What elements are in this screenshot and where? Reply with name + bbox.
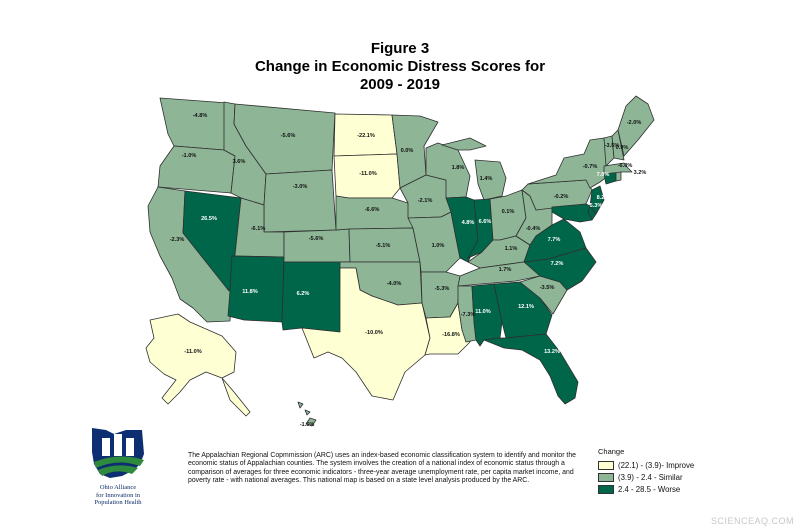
state-label-wa: -4.8% — [193, 113, 208, 119]
state-label-md: 5.3% — [590, 203, 603, 209]
state-label-ca: -2.3% — [170, 237, 185, 243]
state-label-ma: -6.0% — [618, 163, 633, 169]
state-label-ri: 3.2% — [634, 170, 647, 176]
state-label-me: -2.0% — [627, 120, 642, 126]
state-label-wi: 1.8% — [452, 165, 465, 171]
state-mi — [441, 137, 507, 201]
state-label-ga: 12.1% — [518, 304, 534, 310]
ohio-state-logo-icon — [92, 428, 144, 478]
state-label-nm: 6.2% — [297, 291, 310, 297]
legend-swatch-similar — [598, 473, 614, 482]
logo-line-3: Population Health — [94, 499, 142, 507]
legend-item-similar: (3.9) - 2.4 - Similar — [598, 472, 694, 483]
state-label-mi: 1.4% — [480, 176, 493, 182]
state-label-mt: -5.6% — [281, 133, 296, 139]
state-label-ks: -5.1% — [376, 243, 391, 249]
logo-caption: Ohio Alliance for Innovation in Populati… — [80, 484, 156, 507]
state-label-nj: 8.2% — [597, 195, 610, 201]
state-label-wy: -3.0% — [293, 184, 308, 190]
state-label-or: -1.0% — [182, 153, 197, 159]
state-label-ny: -0.7% — [583, 164, 598, 170]
state-label-il: 4.8% — [462, 220, 475, 226]
state-label-oh: 0.1% — [502, 209, 515, 215]
state-label-va: 7.7% — [548, 237, 561, 243]
state-label-ak: -11.0% — [184, 349, 201, 355]
legend-label-improve: (22.1) - (3.9)- Improve — [618, 461, 695, 470]
state-nj — [589, 185, 605, 215]
legend-swatch-improve — [598, 461, 614, 470]
state-hi — [297, 401, 317, 427]
state-label-sd: -11.0% — [359, 171, 376, 177]
state-label-mo: 1.0% — [432, 243, 445, 249]
state-label-wv: -0.4% — [526, 226, 541, 232]
state-label-ar: -5.3% — [435, 286, 450, 292]
figure-title: Figure 3 Change in Economic Distress Sco… — [0, 40, 800, 94]
state-label-sc: -3.5% — [540, 285, 555, 291]
ohio-alliance-logo — [86, 424, 150, 524]
state-label-in: 6.6% — [479, 219, 492, 225]
state-label-id: 3.6% — [233, 159, 246, 165]
state-label-ms: -7.3% — [461, 312, 476, 318]
state-label-nv: 26.5% — [201, 216, 217, 222]
legend-title: Change — [598, 447, 625, 456]
state-wa — [159, 97, 229, 151]
state-label-tn: 1.7% — [499, 267, 512, 273]
state-label-co: -5.6% — [309, 236, 324, 242]
state-ri — [615, 171, 622, 182]
state-label-nh: 0.9% — [616, 145, 629, 151]
state-mn — [391, 114, 439, 189]
figure-number: Figure 3 — [370, 40, 430, 57]
state-ne — [335, 195, 414, 231]
state-label-mn: 0.0% — [401, 148, 414, 154]
title-line-1: Change in Economic Distress Scores for — [254, 58, 546, 75]
title-line-2: 2009 - 2019 — [359, 76, 441, 93]
state-label-al: 11.0% — [475, 309, 491, 315]
state-co — [283, 228, 351, 263]
state-label-tx: -10.0% — [365, 330, 383, 336]
state-la — [424, 302, 471, 356]
state-ma — [603, 162, 633, 175]
state-label-hi: -1.5% — [300, 422, 315, 428]
state-label-ia: -2.1% — [418, 198, 433, 204]
state-label-ct: 7.0% — [597, 172, 610, 178]
state-label-la: -16.8% — [442, 332, 460, 338]
state-label-az: 11.8% — [242, 289, 258, 295]
state-mo — [407, 211, 461, 273]
state-label-ne: -6.6% — [365, 207, 380, 213]
logo-line-1: Ohio Alliance — [99, 484, 137, 491]
state-fl — [483, 333, 579, 405]
legend-swatch-worse — [598, 485, 614, 494]
state-nh — [611, 129, 625, 161]
state-ny — [527, 137, 609, 189]
state-label-de: 14.7% — [612, 212, 628, 218]
state-label-ky: 1.1% — [505, 246, 518, 252]
state-label-pa: -0.2% — [554, 194, 569, 200]
state-label-ok: -4.0% — [387, 281, 402, 287]
state-tx — [301, 267, 431, 401]
map-legend: Change (22.1) - (3.9)- Improve (3.9) - 2… — [598, 447, 694, 496]
state-label-nd: -22.1% — [357, 133, 375, 139]
legend-item-worse: 2.4 - 28.5 - Worse — [598, 484, 694, 495]
state-label-vt: -3.5% — [605, 143, 620, 149]
watermark: SCIENCEAQ.COM — [710, 516, 794, 526]
state-me — [617, 95, 655, 157]
logo-line-2: for Innovation in — [95, 491, 141, 499]
state-md — [551, 203, 593, 223]
state-or — [157, 145, 236, 194]
state-label-nc: 7.2% — [551, 261, 564, 267]
us-state-map: -4.8% -1.0% -2.3% 26.5% 3.6% -5.6% -3.0% -6.1% 1… — [145, 95, 655, 428]
state-ak — [145, 313, 251, 417]
state-label-ut: -6.1% — [251, 226, 266, 232]
methodology-footnote: The Appalachian Regional Copmmission (AR… — [188, 452, 576, 484]
legend-item-improve: (22.1) - (3.9)- Improve — [598, 460, 694, 471]
legend-label-similar: (3.9) - 2.4 - Similar — [618, 473, 683, 482]
state-wy — [263, 169, 337, 233]
legend-label-worse: 2.4 - 28.5 - Worse — [618, 485, 681, 494]
state-label-fl: 13.2% — [544, 349, 560, 355]
